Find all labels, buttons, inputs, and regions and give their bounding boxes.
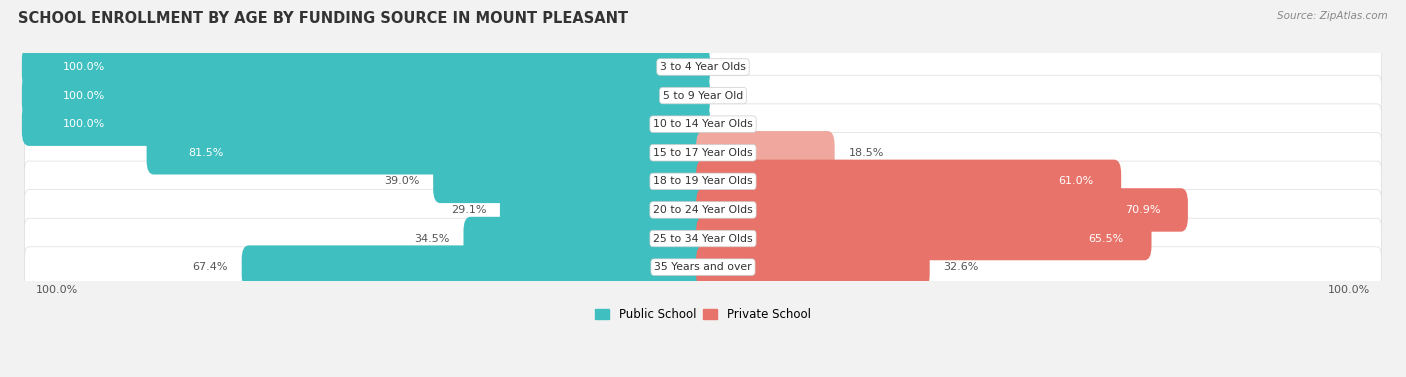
Text: 100.0%: 100.0% xyxy=(63,62,105,72)
Text: 100.0%: 100.0% xyxy=(1329,285,1371,295)
FancyBboxPatch shape xyxy=(25,104,1381,144)
Text: 100.0%: 100.0% xyxy=(63,119,105,129)
FancyBboxPatch shape xyxy=(22,103,710,146)
Text: 34.5%: 34.5% xyxy=(415,233,450,244)
Text: 35 Years and over: 35 Years and over xyxy=(654,262,752,272)
Text: 39.0%: 39.0% xyxy=(384,176,419,186)
FancyBboxPatch shape xyxy=(25,161,1381,202)
FancyBboxPatch shape xyxy=(696,131,835,175)
FancyBboxPatch shape xyxy=(25,247,1381,287)
Legend: Public School, Private School: Public School, Private School xyxy=(591,303,815,326)
Text: 81.5%: 81.5% xyxy=(188,148,224,158)
FancyBboxPatch shape xyxy=(25,190,1381,230)
FancyBboxPatch shape xyxy=(25,47,1381,87)
Text: 18 to 19 Year Olds: 18 to 19 Year Olds xyxy=(654,176,752,186)
Text: 100.0%: 100.0% xyxy=(35,285,77,295)
Text: 67.4%: 67.4% xyxy=(193,262,228,272)
Text: 29.1%: 29.1% xyxy=(451,205,486,215)
Text: 20 to 24 Year Olds: 20 to 24 Year Olds xyxy=(654,205,752,215)
FancyBboxPatch shape xyxy=(242,245,710,289)
FancyBboxPatch shape xyxy=(22,45,710,89)
FancyBboxPatch shape xyxy=(25,75,1381,116)
FancyBboxPatch shape xyxy=(464,217,710,260)
FancyBboxPatch shape xyxy=(433,159,710,203)
Text: 100.0%: 100.0% xyxy=(63,90,105,101)
Text: 32.6%: 32.6% xyxy=(943,262,979,272)
FancyBboxPatch shape xyxy=(696,217,1152,260)
Text: 70.9%: 70.9% xyxy=(1125,205,1160,215)
Text: 65.5%: 65.5% xyxy=(1088,233,1123,244)
FancyBboxPatch shape xyxy=(146,131,710,175)
FancyBboxPatch shape xyxy=(696,188,1188,232)
Text: 61.0%: 61.0% xyxy=(1059,176,1094,186)
Text: SCHOOL ENROLLMENT BY AGE BY FUNDING SOURCE IN MOUNT PLEASANT: SCHOOL ENROLLMENT BY AGE BY FUNDING SOUR… xyxy=(18,11,628,26)
FancyBboxPatch shape xyxy=(696,245,929,289)
FancyBboxPatch shape xyxy=(22,74,710,117)
FancyBboxPatch shape xyxy=(25,218,1381,259)
Text: 3 to 4 Year Olds: 3 to 4 Year Olds xyxy=(659,62,747,72)
Text: 15 to 17 Year Olds: 15 to 17 Year Olds xyxy=(654,148,752,158)
Text: Source: ZipAtlas.com: Source: ZipAtlas.com xyxy=(1277,11,1388,21)
Text: 18.5%: 18.5% xyxy=(848,148,884,158)
Text: 5 to 9 Year Old: 5 to 9 Year Old xyxy=(662,90,744,101)
FancyBboxPatch shape xyxy=(501,188,710,232)
Text: 10 to 14 Year Olds: 10 to 14 Year Olds xyxy=(654,119,752,129)
FancyBboxPatch shape xyxy=(696,159,1121,203)
FancyBboxPatch shape xyxy=(25,132,1381,173)
Text: 25 to 34 Year Olds: 25 to 34 Year Olds xyxy=(654,233,752,244)
